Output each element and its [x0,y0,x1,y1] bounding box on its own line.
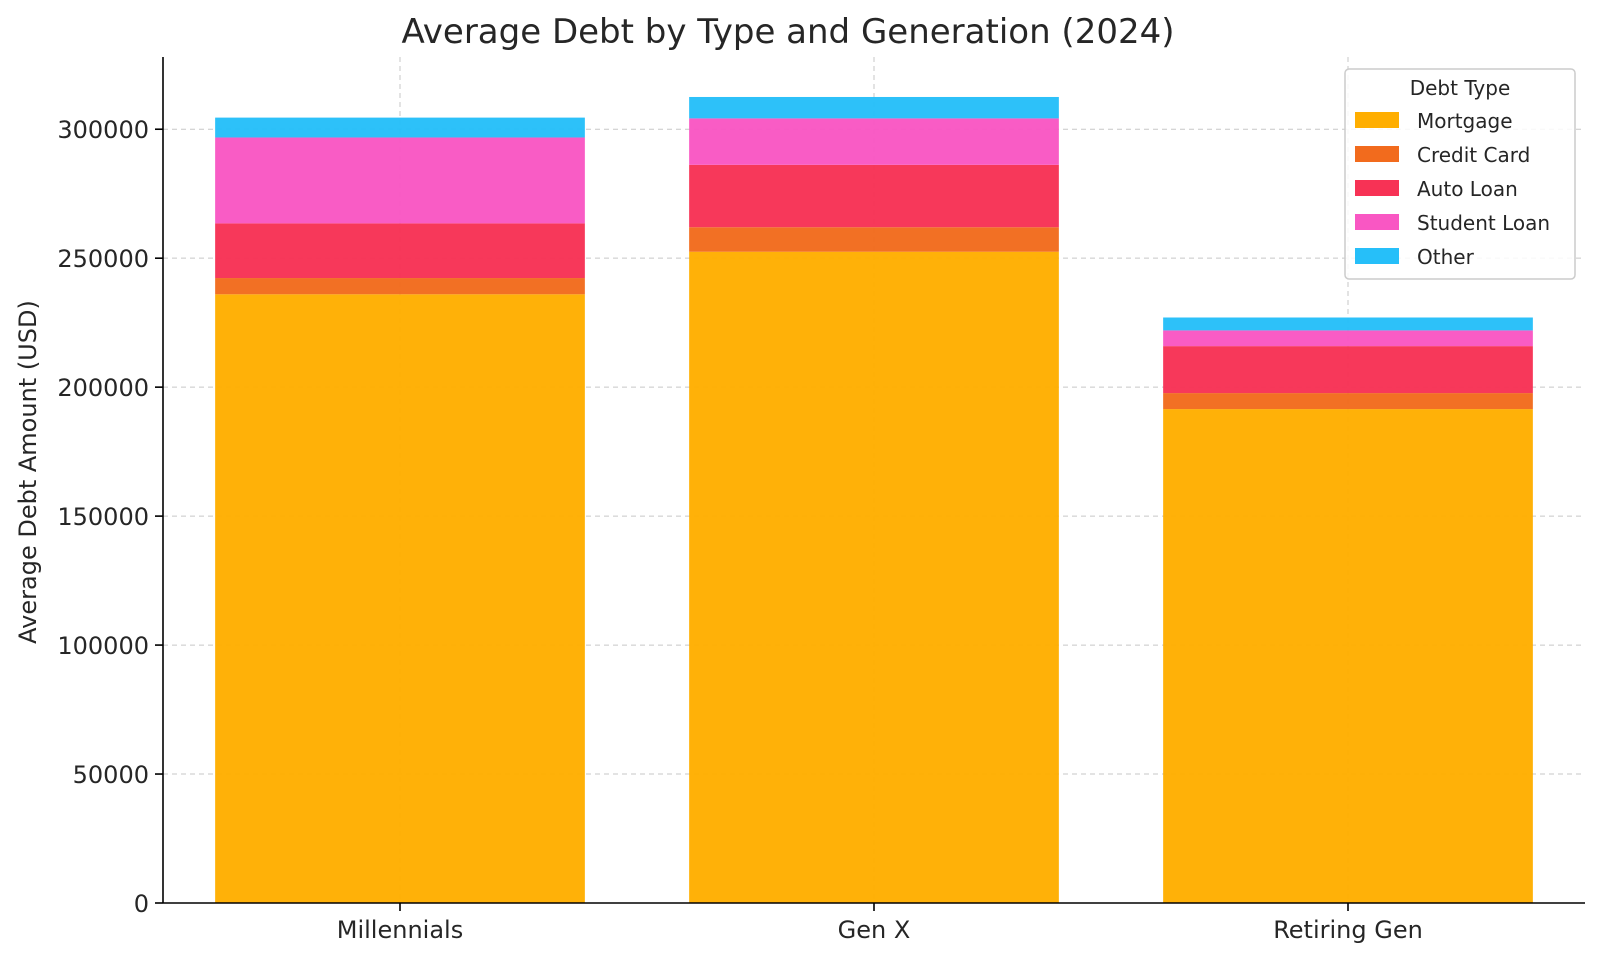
y-tick-label: 250000 [57,245,149,273]
bar-segment [689,227,1059,252]
y-axis-label: Average Debt Amount (USD) [14,300,42,644]
bar-segment [689,118,1059,165]
bar-segment [215,294,585,903]
bar-segment [1163,409,1533,903]
legend-label: Other [1417,245,1475,269]
bar-segment [215,223,585,279]
legend-swatch [1355,146,1399,162]
bar-segment [215,137,585,224]
bar-segment [689,96,1059,119]
legend-label: Student Loan [1417,211,1550,235]
x-tick-label: Millennials [337,916,463,944]
legend: Debt Type Mortgage Credit Card Auto Loan St… [1344,68,1576,280]
chart-title: Average Debt by Type and Generation (202… [402,12,1175,52]
bar-segment [215,117,585,138]
legend-swatch [1355,112,1399,128]
legend-title: Debt Type [1410,76,1511,100]
y-tick-label: 50000 [73,761,149,789]
x-tick-label: Gen X [838,916,911,944]
bar-segment [689,164,1059,228]
bar-segment [215,278,585,295]
ticks-layer: 0 50000 100000 150000 200000 250000 300000 Mill… [57,116,1422,944]
bar-segment [1163,317,1533,331]
legend-swatch [1355,248,1399,264]
legend-frame [1344,68,1576,280]
bar-segment [689,251,1059,904]
bar-segment [1163,346,1533,394]
y-tick-label: 0 [134,890,149,918]
bar-segment [1163,393,1533,410]
legend-label: Credit Card [1417,143,1530,167]
legend-swatch [1355,214,1399,230]
y-tick-label: 300000 [57,116,149,144]
bar-segment [1163,330,1533,347]
y-tick-label: 150000 [57,503,149,531]
legend-swatch [1355,180,1399,196]
legend-items: Mortgage Credit Card Auto Loan Student Loan… [1355,109,1550,269]
x-tick-label: Retiring Gen [1273,916,1423,944]
y-tick-label: 200000 [57,374,149,402]
legend-label: Auto Loan [1417,177,1518,201]
legend-label: Mortgage [1417,109,1513,133]
bars-layer [215,96,1533,904]
y-tick-label: 100000 [57,632,149,660]
